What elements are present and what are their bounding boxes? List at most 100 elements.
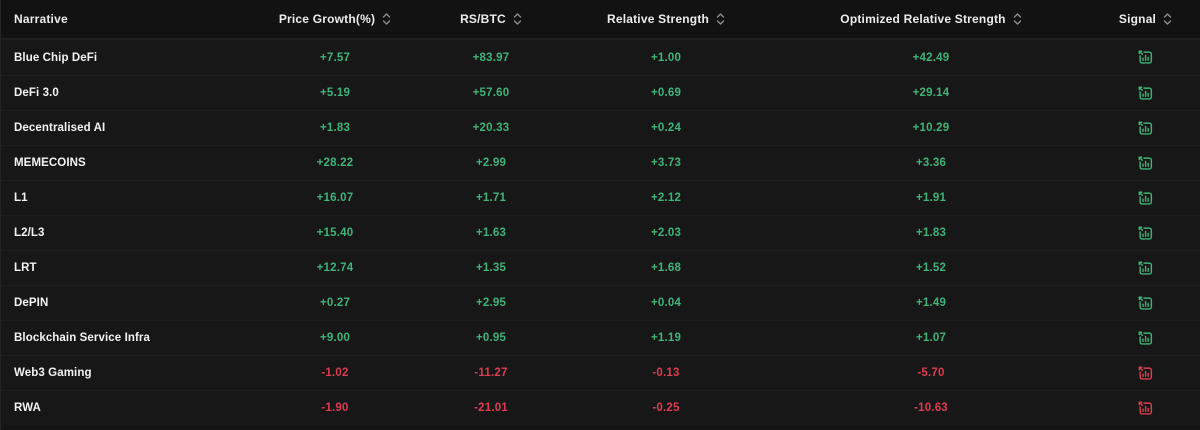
relative-strength-value: +2.03	[650, 227, 682, 239]
narrative-cell: LRT	[14, 262, 37, 274]
rs-btc-value: +0.95	[475, 332, 507, 344]
relative-strength-value: -0.25	[652, 402, 680, 414]
bearish-chart-icon[interactable]	[1137, 400, 1154, 417]
bullish-chart-icon[interactable]	[1137, 85, 1154, 102]
price-growth-value: +12.74	[316, 262, 354, 274]
signal-cell	[1091, 225, 1200, 242]
narrative-cell: RWA	[14, 402, 41, 414]
table-row[interactable]: Blockchain Service Infra +9.00 +0.95 +1.19 +…	[1, 320, 1200, 355]
narrative-cell: DeFi 3.0	[14, 87, 59, 99]
price-growth-value: -1.90	[321, 402, 349, 414]
column-header-label: Signal	[1118, 12, 1157, 26]
optimized-relative-strength-value: +1.91	[915, 192, 947, 204]
table-row[interactable]: LRT +12.74 +1.35 +1.68 +1.52	[1, 250, 1200, 285]
signal-cell	[1091, 330, 1200, 347]
optimized-relative-strength-value: +42.49	[912, 51, 950, 64]
bullish-chart-icon[interactable]	[1137, 225, 1154, 242]
sort-icon[interactable]	[382, 12, 391, 26]
signal-cell	[1091, 400, 1200, 417]
signal-cell	[1091, 120, 1200, 137]
signal-cell	[1091, 155, 1200, 172]
column-header-relative-strength[interactable]: Relative Strength	[561, 12, 771, 26]
narrative-cell: Decentralised AI	[14, 122, 106, 134]
table-row[interactable]: Blue Chip DeFi +7.57 +83.97 +1.00 +42.49	[1, 40, 1200, 75]
bullish-chart-icon[interactable]	[1137, 155, 1154, 172]
narrative-cell: L1	[14, 192, 28, 204]
column-header-label: Narrative	[14, 12, 68, 26]
column-header-optimized-relative-strength[interactable]: Optimized Relative Strength	[771, 12, 1091, 26]
relative-strength-value: +0.24	[650, 122, 682, 134]
relative-strength-value: +3.73	[650, 157, 682, 169]
table-row[interactable]: L2/L3 +15.40 +1.63 +2.03 +1.83	[1, 215, 1200, 250]
narrative-cell: Web3 Gaming	[14, 367, 92, 379]
column-header-label: Price Growth(%)	[278, 12, 376, 26]
relative-strength-value: +1.19	[650, 332, 682, 344]
column-header-signal[interactable]: Signal	[1091, 12, 1200, 26]
signal-cell	[1091, 85, 1200, 102]
rs-btc-value: -11.27	[474, 367, 508, 379]
optimized-relative-strength-value: +1.52	[915, 262, 947, 274]
optimized-relative-strength-value: +1.49	[915, 297, 947, 309]
price-growth-value: +1.83	[319, 122, 351, 134]
table-body: Blue Chip DeFi +7.57 +83.97 +1.00 +42.49 DeFi…	[1, 40, 1200, 430]
signal-cell	[1091, 260, 1200, 277]
optimized-relative-strength-value: +1.07	[915, 332, 947, 344]
column-header-label: RS/BTC	[460, 12, 506, 26]
rs-btc-value: +1.71	[475, 192, 507, 204]
bullish-chart-icon[interactable]	[1137, 260, 1154, 277]
column-header-label: Optimized Relative Strength	[840, 12, 1006, 26]
optimized-relative-strength-value: +3.36	[915, 157, 947, 169]
table-row[interactable]: DePIN +0.27 +2.95 +0.04 +1.49	[1, 285, 1200, 320]
price-growth-value: +7.57	[319, 51, 351, 64]
optimized-relative-strength-value: -5.70	[917, 367, 945, 379]
table-row[interactable]: DeFi 3.0 +5.19 +57.60 +0.69 +29.14	[1, 75, 1200, 110]
column-header-rs-btc[interactable]: RS/BTC	[421, 12, 561, 26]
column-header-price-growth[interactable]: Price Growth(%)	[249, 12, 421, 26]
price-growth-value: +28.22	[316, 157, 354, 169]
bullish-chart-icon[interactable]	[1137, 330, 1154, 347]
sort-icon[interactable]	[513, 12, 522, 26]
sort-icon[interactable]	[1163, 12, 1172, 26]
bearish-chart-icon[interactable]	[1137, 365, 1154, 382]
table-row[interactable]: L1 +16.07 +1.71 +2.12 +1.91	[1, 180, 1200, 215]
rs-btc-value: +2.99	[475, 157, 507, 169]
price-growth-value: +16.07	[316, 192, 354, 204]
relative-strength-value: +1.00	[650, 51, 682, 64]
signal-cell	[1091, 295, 1200, 312]
bullish-chart-icon[interactable]	[1137, 120, 1154, 137]
narrative-cell: MEMECOINS	[14, 157, 86, 169]
relative-strength-value: +0.69	[650, 87, 682, 99]
rs-btc-value: +1.63	[475, 227, 507, 239]
narrative-cell: Blue Chip DeFi	[14, 51, 98, 64]
table-header-row: Narrative Price Growth(%) RS/BTC Relativ…	[1, 0, 1200, 40]
optimized-relative-strength-value: +29.14	[912, 87, 950, 99]
bullish-chart-icon[interactable]	[1137, 49, 1154, 66]
column-header-narrative[interactable]: Narrative	[1, 12, 249, 26]
price-growth-value: +9.00	[319, 332, 351, 344]
bullish-chart-icon[interactable]	[1137, 190, 1154, 207]
rs-btc-value: +20.33	[472, 122, 510, 134]
price-growth-value: +15.40	[316, 227, 354, 239]
signal-cell	[1091, 365, 1200, 382]
rs-btc-value: +83.97	[472, 51, 510, 64]
narrative-cell: L2/L3	[14, 227, 45, 239]
price-growth-value: +5.19	[319, 87, 351, 99]
sort-icon[interactable]	[1013, 12, 1022, 26]
table-row[interactable]: Web3 Gaming -1.02 -11.27 -0.13 -5.70	[1, 355, 1200, 390]
price-growth-value: +0.27	[319, 297, 351, 309]
sort-icon[interactable]	[716, 12, 725, 26]
bullish-chart-icon[interactable]	[1137, 295, 1154, 312]
optimized-relative-strength-value: +10.29	[912, 122, 950, 134]
table-row[interactable]: MEMECOINS +28.22 +2.99 +3.73 +3.36	[1, 145, 1200, 180]
rs-btc-value: +2.95	[475, 297, 507, 309]
rs-btc-value: +1.35	[475, 262, 507, 274]
table-row[interactable]: Decentralised AI +1.83 +20.33 +0.24 +10.29	[1, 110, 1200, 145]
optimized-relative-strength-value: +1.83	[915, 227, 947, 239]
signal-cell	[1091, 190, 1200, 207]
relative-strength-value: +1.68	[650, 262, 682, 274]
rs-btc-value: +57.60	[472, 87, 510, 99]
relative-strength-value: -0.13	[652, 367, 680, 379]
relative-strength-value: +2.12	[650, 192, 682, 204]
table-row[interactable]: RWA -1.90 -21.01 -0.25 -10.63	[1, 390, 1200, 425]
